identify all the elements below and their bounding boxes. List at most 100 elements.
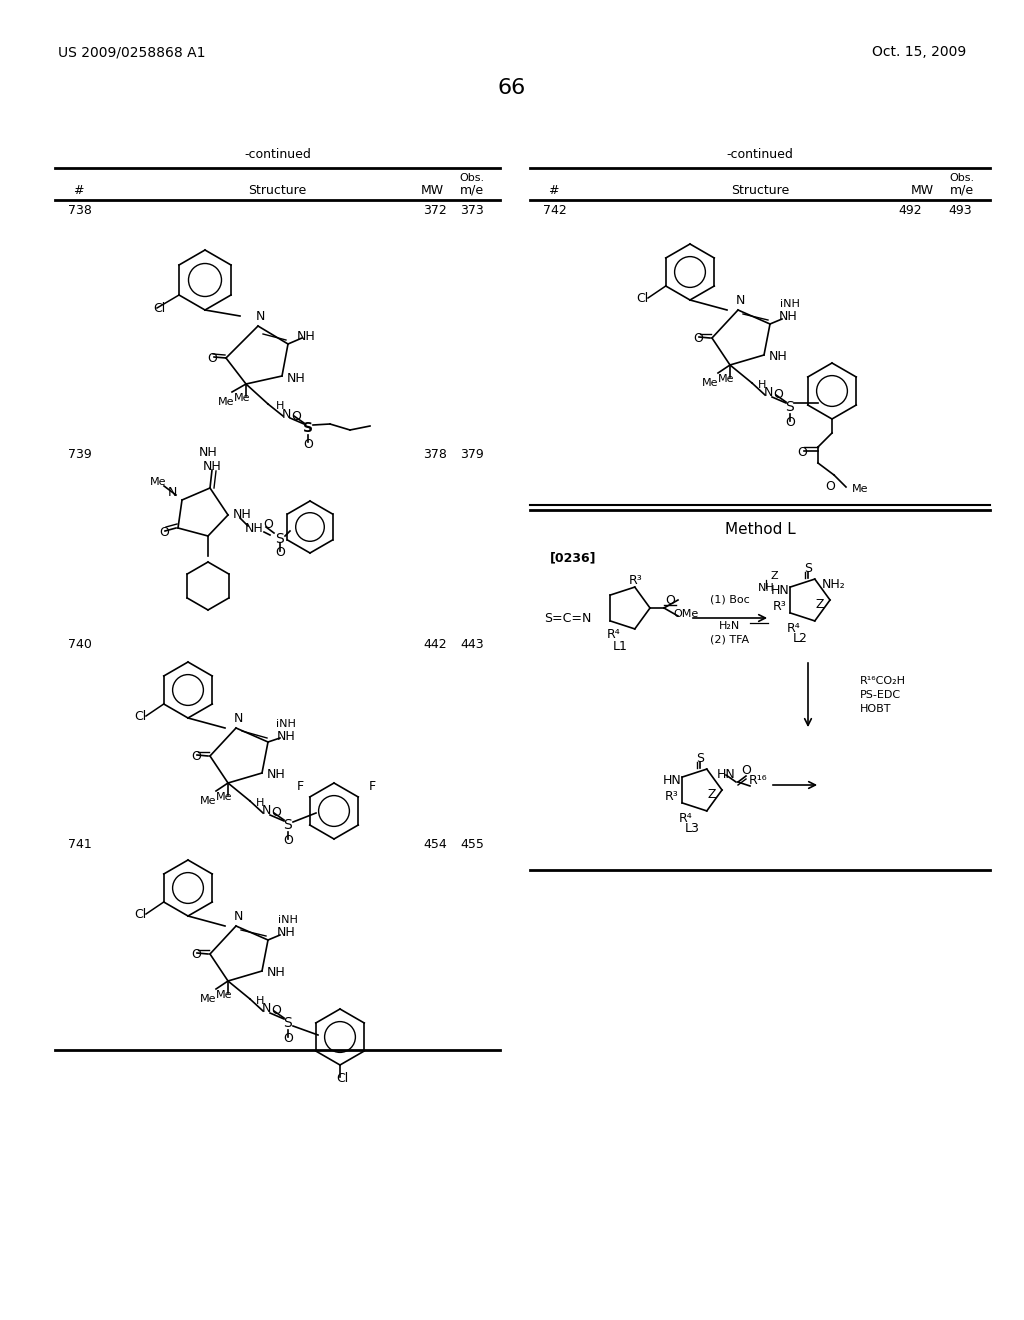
- Text: O: O: [303, 437, 313, 450]
- Text: F: F: [296, 780, 303, 793]
- Text: HN: HN: [663, 774, 681, 787]
- Text: OMe: OMe: [674, 609, 698, 619]
- Text: Me: Me: [200, 796, 216, 807]
- Text: Me: Me: [233, 393, 250, 403]
- Text: R¹⁶: R¹⁶: [749, 774, 767, 787]
- Text: 493: 493: [948, 203, 972, 216]
- Text: NH: NH: [266, 966, 286, 979]
- Text: Cl: Cl: [636, 292, 648, 305]
- Text: NH: NH: [266, 768, 286, 781]
- Text: iNH: iNH: [279, 915, 298, 925]
- Text: O: O: [283, 834, 293, 847]
- Text: Z: Z: [708, 788, 716, 800]
- Text: NH: NH: [203, 459, 221, 473]
- Text: Me: Me: [216, 792, 232, 803]
- Text: N: N: [735, 293, 744, 306]
- Text: 738: 738: [68, 203, 92, 216]
- Text: Me: Me: [150, 477, 166, 487]
- Text: Me: Me: [218, 397, 234, 407]
- Text: S: S: [284, 1016, 293, 1030]
- Text: PS-EDC: PS-EDC: [860, 690, 901, 700]
- Text: H: H: [758, 380, 766, 389]
- Text: N: N: [233, 909, 243, 923]
- Text: NH: NH: [276, 730, 295, 742]
- Text: Structure: Structure: [731, 183, 790, 197]
- Text: O: O: [693, 331, 702, 345]
- Text: O: O: [665, 594, 675, 606]
- Text: N: N: [261, 804, 270, 817]
- Text: m/e: m/e: [950, 183, 974, 197]
- Text: R³: R³: [666, 789, 679, 803]
- Text: S: S: [284, 818, 293, 832]
- Text: R³: R³: [773, 599, 786, 612]
- Text: Cl: Cl: [153, 301, 165, 314]
- Text: O: O: [191, 750, 201, 763]
- Text: 378: 378: [423, 449, 446, 462]
- Text: O: O: [271, 1005, 281, 1018]
- Text: MW: MW: [421, 183, 443, 197]
- Text: #: #: [548, 183, 558, 197]
- Text: R⁴: R⁴: [679, 812, 693, 825]
- Text: O: O: [159, 525, 169, 539]
- Text: -continued: -continued: [244, 149, 311, 161]
- Text: S: S: [303, 421, 313, 436]
- Text: 443: 443: [460, 639, 483, 652]
- Text: Me: Me: [718, 374, 734, 384]
- Text: S: S: [785, 400, 795, 414]
- Text: 454: 454: [423, 838, 446, 851]
- Text: HN: HN: [717, 768, 735, 781]
- Text: O: O: [271, 807, 281, 820]
- Text: N: N: [261, 1002, 270, 1015]
- Text: NH: NH: [297, 330, 315, 342]
- Text: Z: Z: [816, 598, 824, 610]
- Text: L1: L1: [612, 639, 628, 652]
- Text: 379: 379: [460, 449, 484, 462]
- Text: R⁴: R⁴: [787, 622, 801, 635]
- Text: O: O: [207, 351, 217, 364]
- Text: NH: NH: [758, 583, 774, 593]
- Text: O: O: [263, 519, 273, 532]
- Text: R³: R³: [629, 573, 643, 586]
- Text: [0236]: [0236]: [550, 552, 597, 565]
- Text: F: F: [369, 780, 376, 793]
- Text: 372: 372: [423, 203, 446, 216]
- Text: Structure: Structure: [249, 183, 306, 197]
- Text: S: S: [275, 532, 285, 546]
- Text: Cl: Cl: [134, 710, 146, 722]
- Text: O: O: [797, 446, 807, 459]
- Text: N: N: [282, 408, 291, 421]
- Text: Method L: Method L: [725, 523, 796, 537]
- Text: Obs.: Obs.: [949, 173, 975, 183]
- Text: S=C=N: S=C=N: [545, 611, 592, 624]
- Text: Me: Me: [852, 484, 868, 494]
- Text: H₂N: H₂N: [720, 620, 740, 631]
- Text: NH₂: NH₂: [822, 578, 846, 591]
- Text: (1) Boc: (1) Boc: [710, 595, 750, 605]
- Text: #: #: [73, 183, 84, 197]
- Text: R¹⁶CO₂H: R¹⁶CO₂H: [860, 676, 906, 686]
- Text: Oct. 15, 2009: Oct. 15, 2009: [871, 45, 966, 59]
- Text: HN: HN: [771, 583, 790, 597]
- Text: O: O: [283, 1032, 293, 1045]
- Text: O: O: [741, 763, 751, 776]
- Text: R⁴: R⁴: [607, 627, 621, 640]
- Text: 373: 373: [460, 203, 484, 216]
- Text: H: H: [256, 997, 264, 1006]
- Text: 739: 739: [68, 449, 92, 462]
- Text: MW: MW: [910, 183, 934, 197]
- Text: H: H: [275, 401, 285, 411]
- Text: US 2009/0258868 A1: US 2009/0258868 A1: [58, 45, 206, 59]
- Text: NH: NH: [769, 351, 787, 363]
- Text: iNH: iNH: [276, 719, 296, 729]
- Text: NH: NH: [232, 508, 251, 521]
- Text: NH: NH: [276, 925, 295, 939]
- Text: O: O: [825, 480, 835, 494]
- Text: N: N: [763, 387, 773, 400]
- Text: Z: Z: [770, 572, 778, 581]
- Text: 442: 442: [423, 639, 446, 652]
- Text: L3: L3: [685, 821, 699, 834]
- Text: Me: Me: [216, 990, 232, 1001]
- Text: N: N: [233, 711, 243, 725]
- Text: O: O: [785, 417, 795, 429]
- Text: iNH: iNH: [780, 300, 800, 309]
